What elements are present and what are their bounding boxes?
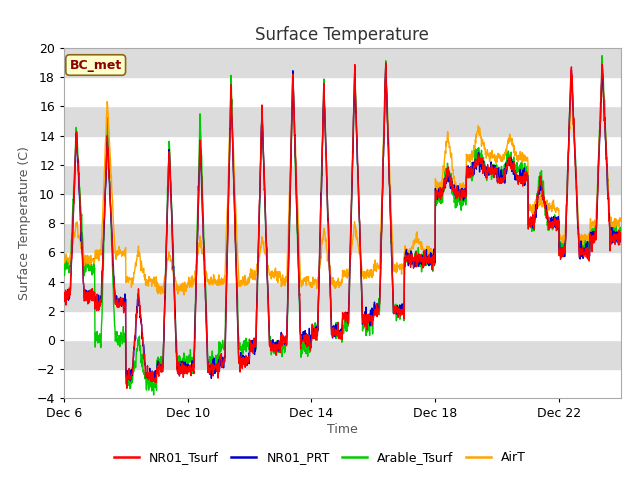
Bar xyxy=(64,311,621,340)
Bar xyxy=(64,194,621,223)
Bar xyxy=(64,340,621,369)
Y-axis label: Surface Temperature (C): Surface Temperature (C) xyxy=(18,146,31,300)
Bar xyxy=(64,48,621,77)
Bar xyxy=(64,369,621,398)
Bar xyxy=(64,136,621,165)
Text: BC_met: BC_met xyxy=(70,59,122,72)
Bar xyxy=(64,77,621,107)
Title: Surface Temperature: Surface Temperature xyxy=(255,25,429,44)
Bar xyxy=(64,252,621,282)
Legend: NR01_Tsurf, NR01_PRT, Arable_Tsurf, AirT: NR01_Tsurf, NR01_PRT, Arable_Tsurf, AirT xyxy=(109,446,531,469)
Bar xyxy=(64,223,621,252)
Bar xyxy=(64,107,621,136)
Bar xyxy=(64,165,621,194)
Bar xyxy=(64,282,621,311)
X-axis label: Time: Time xyxy=(327,423,358,436)
